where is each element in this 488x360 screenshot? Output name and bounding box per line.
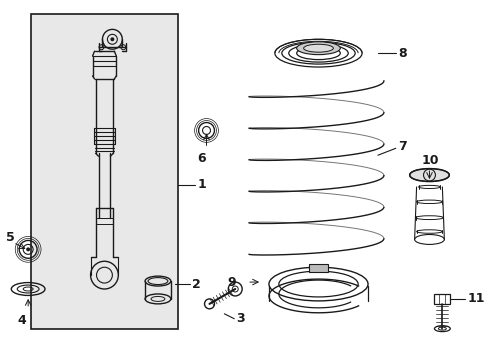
Text: 1: 1	[197, 179, 206, 192]
Text: 11: 11	[466, 292, 484, 305]
Text: 2: 2	[191, 278, 200, 291]
Ellipse shape	[296, 42, 340, 55]
Bar	[31, 14, 178, 329]
Text: 8: 8	[397, 47, 406, 60]
Circle shape	[26, 247, 30, 251]
Text: 7: 7	[397, 140, 406, 153]
Text: 5: 5	[6, 231, 15, 244]
Text: 6: 6	[197, 152, 206, 165]
Bar	[308, 264, 328, 272]
Circle shape	[110, 37, 114, 41]
Ellipse shape	[303, 44, 333, 52]
Text: 10: 10	[421, 154, 438, 167]
Text: 9: 9	[227, 275, 236, 289]
Bar	[433, 294, 449, 304]
Text: 3: 3	[236, 312, 244, 325]
Ellipse shape	[409, 168, 448, 181]
Text: 4: 4	[17, 314, 26, 327]
